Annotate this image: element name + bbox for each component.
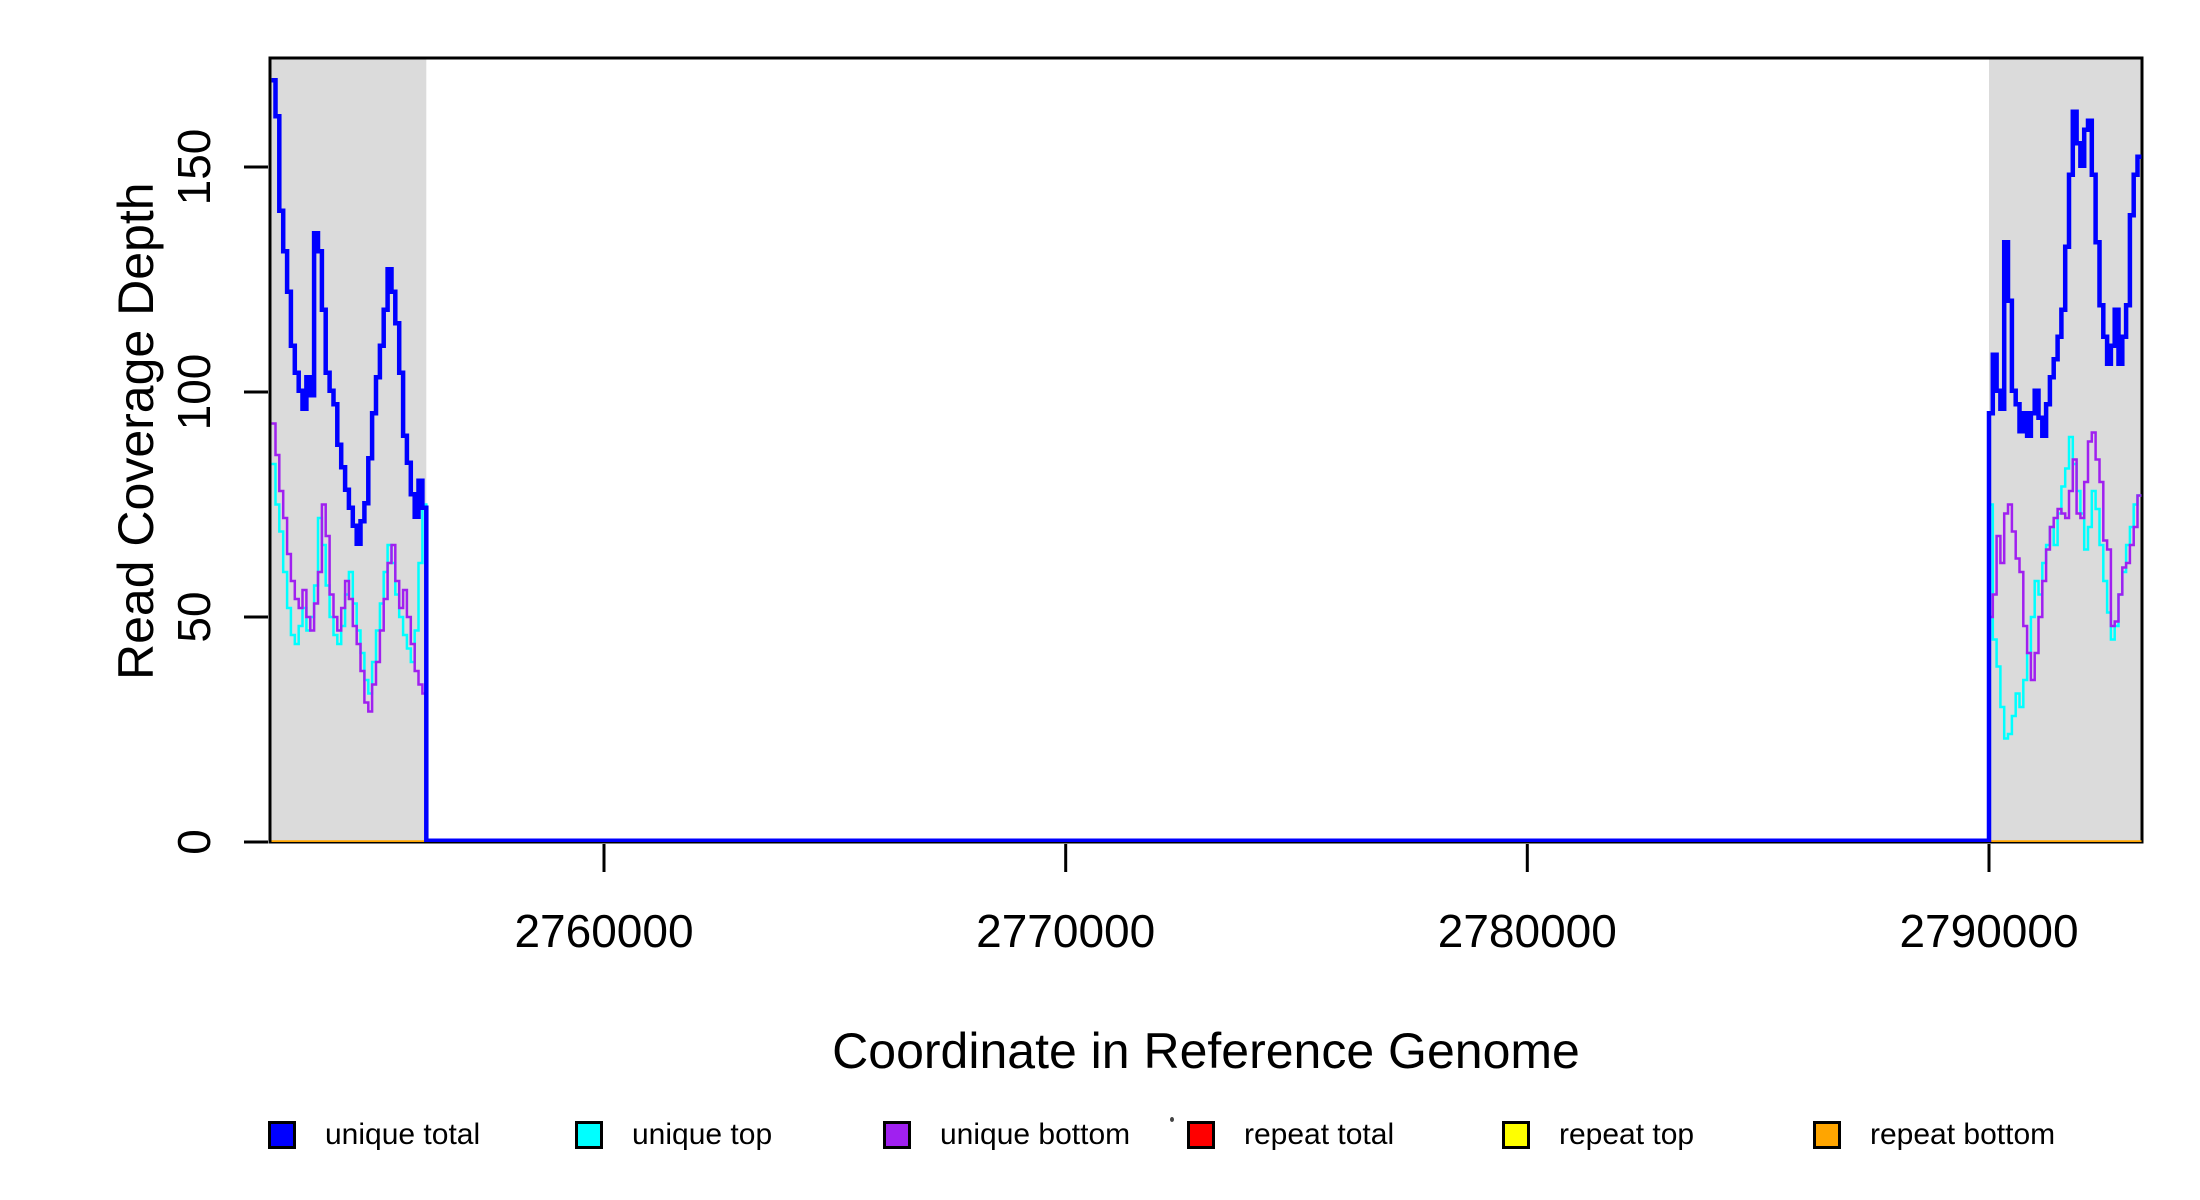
shaded-region-left [271,58,427,842]
unique-total-swatch-icon [268,1121,296,1149]
legend-item-unique-top: unique top [575,1118,773,1151]
legend-item-repeat-bottom: repeat bottom [1813,1118,2056,1151]
series-unique-total [271,78,2142,842]
x-axis-tick-label: 2790000 [1899,905,2078,957]
unique-top-swatch-icon [575,1121,603,1149]
y-axis-tick-label: 100 [168,354,220,431]
legend-item-repeat-total: repeat total [1187,1118,1395,1151]
series-unique-bottom [271,422,2142,842]
unique-bottom-swatch-icon [883,1121,911,1149]
legend-label: unique total [325,1118,481,1151]
legend-item-repeat-top: repeat top [1502,1118,1695,1151]
legend-item-unique-bottom: unique bottom [883,1118,1131,1151]
legend-label: unique top [632,1118,773,1151]
y-axis-tick-label: 50 [168,591,220,642]
legend-label: unique bottom [940,1118,1131,1151]
series-group [271,78,2142,842]
x-axis-title: Coordinate in Reference Genome [832,1023,1580,1079]
x-axis-tick-label: 2780000 [1438,905,1617,957]
y-axis-tick-label: 0 [168,829,220,855]
stray-mark-dot [1170,1117,1174,1122]
y-axis-title: Read Coverage Depth [108,182,164,680]
repeat-top-swatch-icon [1502,1121,1530,1149]
legend-label: repeat total [1244,1118,1395,1151]
x-axis-tick-label: 2760000 [514,905,693,957]
x-axis-tick-label: 2770000 [976,905,1155,957]
series-unique-top [271,435,2142,842]
y-axis-tick-label: 150 [168,129,220,206]
shaded-region-right [1989,58,2142,842]
legend-label: repeat bottom [1870,1118,2056,1151]
legend: unique total unique top unique bottom re… [0,0,2200,1151]
repeat-bottom-swatch-icon [1813,1121,1841,1149]
repeat-total-swatch-icon [1187,1121,1215,1149]
legend-item-unique-total: unique total [268,1118,481,1151]
plot-border [268,56,2144,844]
legend-label: repeat top [1559,1118,1695,1151]
